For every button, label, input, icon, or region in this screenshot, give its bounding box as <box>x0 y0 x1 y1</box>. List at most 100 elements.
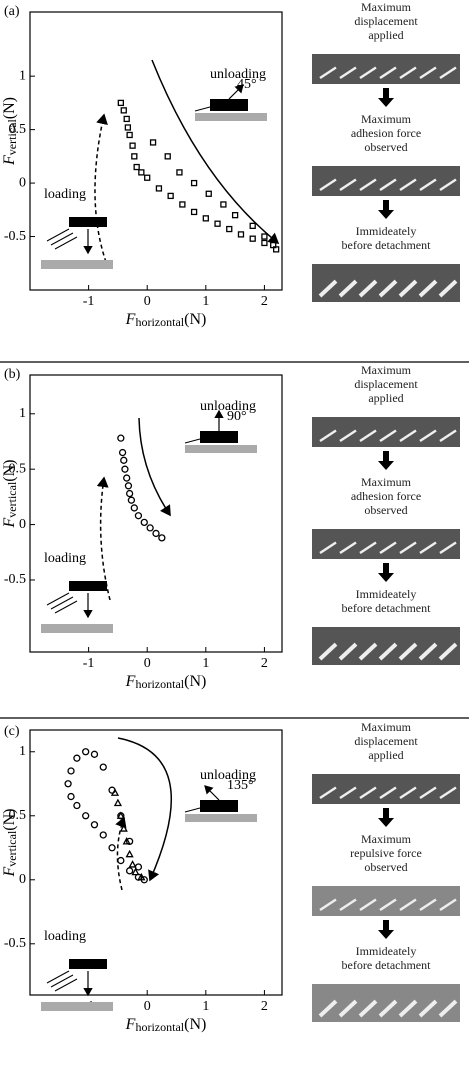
x-tick-label: 1 <box>202 294 209 309</box>
fibers <box>46 228 78 250</box>
substrate <box>41 1002 113 1011</box>
point <box>67 792 75 801</box>
point <box>226 225 233 233</box>
point <box>120 107 127 114</box>
y-tick-label: 0.5 <box>9 808 27 823</box>
angle-label: 90° <box>227 409 247 424</box>
point <box>126 131 133 139</box>
plot-frame <box>29 11 283 291</box>
photo-caption: before detachment <box>342 601 432 615</box>
photo-caption: displacement <box>354 377 418 391</box>
point <box>67 767 75 775</box>
plot-frame <box>29 729 283 996</box>
point <box>123 115 130 123</box>
photo-streaks <box>319 898 457 912</box>
photo-caption: Immideately <box>356 587 417 601</box>
substrate <box>41 260 113 269</box>
point <box>131 867 140 876</box>
point <box>127 496 136 504</box>
x-tick-label: 1 <box>202 656 209 671</box>
step-arrow <box>378 200 394 219</box>
y-tick-label: -0.5 <box>4 572 26 587</box>
y-tick-label: -0.5 <box>4 229 26 244</box>
angle-label: 135° <box>227 778 254 793</box>
substrate <box>41 624 113 633</box>
point <box>146 524 154 532</box>
point <box>158 534 166 542</box>
pad <box>69 959 107 969</box>
y-axis-label: Fvertical(N) <box>1 809 19 878</box>
point <box>122 837 131 845</box>
point <box>202 215 209 222</box>
point <box>125 489 134 498</box>
photo-streaks <box>319 786 457 800</box>
y-tick-label: 0 <box>19 872 26 887</box>
photo-caption: applied <box>368 748 403 762</box>
photo-caption: repulsive force <box>350 846 422 860</box>
point <box>205 190 212 197</box>
point <box>128 860 137 868</box>
label-symbol: F <box>1 866 18 877</box>
photo-streaks <box>319 429 457 443</box>
label-unit: (N) <box>184 311 206 328</box>
point <box>124 124 132 131</box>
y-tick-label: 1 <box>19 68 26 83</box>
photo-caption: Immideately <box>356 944 417 958</box>
point <box>119 824 128 832</box>
label-unit: (N) <box>184 1016 206 1033</box>
x-tick-label: 0 <box>144 999 151 1014</box>
unloading-arrow <box>151 59 280 244</box>
substrate <box>185 445 257 453</box>
fibers <box>194 106 211 112</box>
panel-label: (a) <box>4 4 20 19</box>
photo-caption: Maximum <box>361 832 412 846</box>
y-tick-label: 1 <box>19 406 26 421</box>
point <box>164 153 171 160</box>
photo-caption: displacement <box>354 734 418 748</box>
label-symbol: F <box>1 155 18 166</box>
photo-caption: Maximum <box>361 475 412 489</box>
y-axis-label: Fvertical(N) <box>1 97 19 166</box>
point <box>123 474 131 482</box>
x-tick-label: 2 <box>261 656 268 671</box>
x-axis-label: Fhorizontal(N) <box>125 1016 207 1034</box>
point <box>116 811 125 819</box>
point <box>261 233 268 240</box>
fibers <box>46 592 78 614</box>
photo-streaks <box>318 279 458 298</box>
x-tick-label: 2 <box>261 999 268 1014</box>
panel-label: (c) <box>4 724 20 739</box>
unloading-label: unloading <box>210 67 266 82</box>
pad <box>200 431 238 443</box>
y-tick-label: 0 <box>19 517 26 532</box>
point <box>125 867 134 875</box>
y-tick-label: 1 <box>19 744 26 759</box>
x-axis-label: Fhorizontal(N) <box>125 673 207 691</box>
label-symbol: F <box>125 1016 136 1033</box>
point <box>167 192 174 200</box>
point <box>131 153 138 160</box>
point <box>121 465 129 473</box>
y-tick-label: 0.5 <box>9 461 27 476</box>
photo-streaks <box>319 541 457 555</box>
fibers <box>46 970 78 992</box>
angle-label: 45° <box>237 77 257 92</box>
point <box>261 239 268 247</box>
label-subscript: vertical <box>5 119 19 156</box>
substrate <box>185 814 257 822</box>
point <box>138 169 145 176</box>
photo-caption: Maximum <box>361 720 412 734</box>
label-subscript: horizontal <box>135 315 184 329</box>
x-tick-label: 1 <box>202 999 209 1014</box>
loading-label: loading <box>44 551 86 566</box>
substrate <box>195 113 267 121</box>
x-axis-label: Fhorizontal(N) <box>125 311 207 329</box>
photo-caption: before detachment <box>342 238 432 252</box>
loading-label: loading <box>44 929 86 944</box>
x-tick-label: -1 <box>83 656 95 671</box>
point <box>155 185 163 192</box>
y-tick-label: -0.5 <box>4 936 26 951</box>
point <box>190 179 198 187</box>
point <box>113 798 123 807</box>
pad <box>210 99 248 111</box>
